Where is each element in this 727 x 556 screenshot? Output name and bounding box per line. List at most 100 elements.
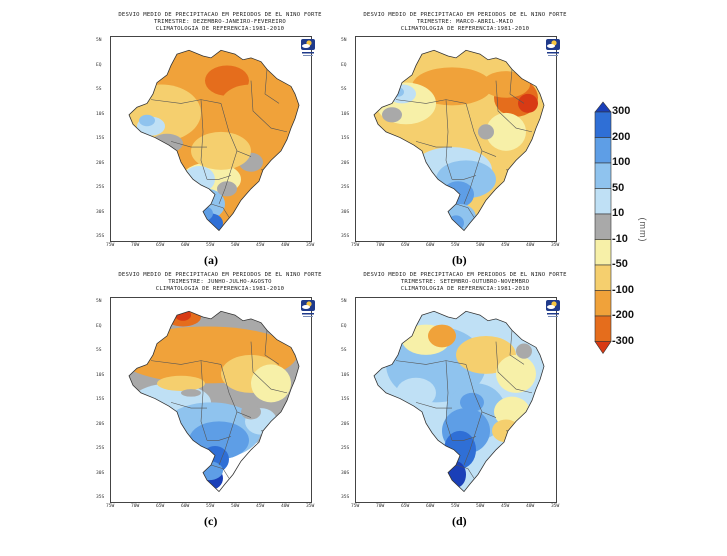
colorbar-segment <box>594 239 612 266</box>
country-outline <box>128 310 300 493</box>
anomaly-region <box>157 375 205 391</box>
state-boundary <box>207 436 232 441</box>
lat-tick-label: 15S <box>96 397 105 402</box>
lon-tick-label: 75W <box>351 504 360 509</box>
state-boundary <box>452 436 477 441</box>
lon-tick-label: 70W <box>131 504 140 509</box>
lon-tick-label: 70W <box>131 243 140 248</box>
state-boundary <box>218 411 238 466</box>
colorbar-label: -200 <box>612 309 635 321</box>
colorbar-segment <box>594 188 612 215</box>
lon-tick-label: 65W <box>401 504 410 509</box>
state-boundary <box>463 150 483 205</box>
lon-tick-label: 45W <box>256 243 265 248</box>
colorbar-segment <box>594 213 612 240</box>
lat-tick-label: 35S <box>341 495 350 500</box>
lat-tick-label: 35S <box>96 234 105 239</box>
state-boundary <box>495 341 533 394</box>
lon-tick-label: 55W <box>451 504 460 509</box>
state-boundary <box>463 411 483 466</box>
lat-tick-label: 30S <box>341 470 350 476</box>
panel-caption-d: (d) <box>452 514 467 528</box>
anomaly-field <box>129 50 299 231</box>
lat-tick-label: 5N <box>96 38 102 43</box>
anomaly-region <box>460 392 484 412</box>
state-boundary <box>170 402 207 409</box>
anomaly-region <box>195 461 223 481</box>
state-boundary <box>250 80 288 133</box>
colorbar-unit: (mm) <box>638 217 648 243</box>
colorbar-label: 300 <box>612 105 631 117</box>
state-boundary <box>465 103 497 157</box>
lat-tick-label: 10S <box>96 111 105 117</box>
state-boundary <box>200 99 208 180</box>
map-panel-a: DESVIO MEDIO DE PRECIPITACAO EM PERIODOS… <box>95 10 335 270</box>
lon-tick-label: 65W <box>401 243 410 248</box>
colorbar-label: -100 <box>612 283 635 296</box>
lat-tick-label: 5S <box>341 87 347 92</box>
state-boundary <box>218 150 238 205</box>
map-frame-c <box>110 297 312 503</box>
lat-tick-label: 25S <box>341 185 350 190</box>
anomaly-region <box>221 84 281 123</box>
state-boundary <box>415 141 452 148</box>
state-boundary <box>210 203 230 218</box>
lat-tick-label: 10S <box>341 372 350 378</box>
colorbar-label: 100 <box>612 156 631 168</box>
state-boundary <box>509 330 525 365</box>
colorbar-label: -50 <box>612 258 628 270</box>
anomaly-region <box>496 354 536 393</box>
precipitation-map-c <box>128 310 300 493</box>
lon-tick-label: 40W <box>526 243 535 248</box>
colorbar-segment <box>594 315 612 342</box>
lon-tick-label: 50W <box>476 243 485 248</box>
anomaly-region <box>396 377 436 409</box>
anomaly-region <box>516 343 532 359</box>
lat-tick-label: 30S <box>96 209 105 215</box>
anomaly-region <box>181 389 201 397</box>
panel-title-line-3: CLIMATOLOGIA DE REFERENCIA:1981-2010 <box>155 286 285 292</box>
lon-tick-label: 35W <box>551 504 560 509</box>
lon-tick-label: 45W <box>501 243 510 248</box>
lon-tick-label: 35W <box>306 504 315 509</box>
state-boundary <box>170 141 207 148</box>
lat-tick-label: 5S <box>96 87 102 92</box>
lat-tick-label: 5S <box>341 348 347 353</box>
colorbar-segment <box>594 137 612 164</box>
lat-tick-label: 35S <box>96 495 105 500</box>
panel-title-line-1: DESVIO MEDIO DE PRECIPITACAO EM PERIODOS… <box>118 12 322 18</box>
lat-tick-label: 15S <box>341 136 350 141</box>
state-boundary <box>455 203 475 218</box>
panel-title-line-2: TRIMESTRE: JUNHO-JULHO-AGOSTO <box>168 279 272 285</box>
anomaly-region <box>478 124 494 140</box>
lat-tick-label: 20S <box>96 421 105 427</box>
lat-tick-label: 5N <box>341 299 347 304</box>
colorbar-segment <box>594 111 612 138</box>
lat-tick-label: EQ <box>341 62 347 68</box>
lon-tick-label: 65W <box>156 243 165 248</box>
state-boundary <box>509 69 525 104</box>
colorbar-label: -10 <box>612 232 628 245</box>
colorbar-max-arrow <box>594 101 612 113</box>
colorbar-segment <box>594 162 612 189</box>
map-frame-d <box>355 297 557 503</box>
colorbar-graphic <box>594 101 612 355</box>
lon-tick-label: 55W <box>206 504 215 509</box>
state-boundary <box>264 69 280 104</box>
lon-tick-label: 40W <box>526 504 535 509</box>
anomaly-region <box>191 131 251 170</box>
map-panel-b: DESVIO MEDIO DE PRECIPITACAO EM PERIODOS… <box>340 10 580 270</box>
lat-tick-label: 10S <box>341 111 350 117</box>
precipitation-map-d <box>373 310 545 493</box>
colorbar-label: -300 <box>612 334 635 347</box>
anomaly-region <box>251 364 291 403</box>
lat-tick-label: 30S <box>96 470 105 476</box>
anomaly-region <box>518 93 538 113</box>
lat-tick-label: EQ <box>96 323 102 329</box>
lat-tick-label: 20S <box>96 160 105 166</box>
colorbar-label: 50 <box>612 181 625 194</box>
lon-tick-label: 70W <box>376 504 385 509</box>
anomaly-region <box>482 71 530 98</box>
state-boundary <box>150 99 222 104</box>
cptec-logo <box>301 39 315 56</box>
